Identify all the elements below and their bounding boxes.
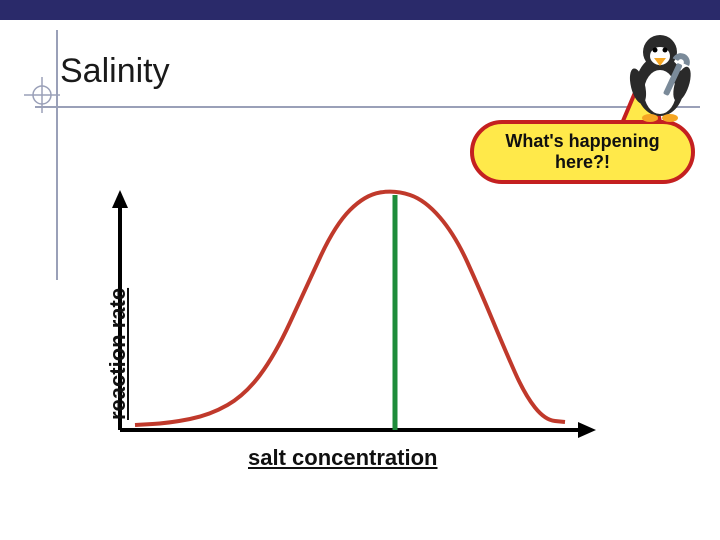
penguin-mascot-icon: [620, 24, 710, 124]
x-axis-label-text: salt concentration: [248, 445, 437, 470]
speech-bubble: What's happening here?!: [470, 120, 695, 184]
x-axis-arrow: [578, 422, 596, 438]
y-axis-label-text: reaction rate: [105, 288, 130, 420]
bell-curve: [135, 192, 565, 425]
speech-bubble-text: What's happening here?!: [484, 131, 681, 172]
y-axis-label: reaction rate: [105, 288, 131, 420]
x-axis-label: salt concentration: [248, 445, 437, 471]
